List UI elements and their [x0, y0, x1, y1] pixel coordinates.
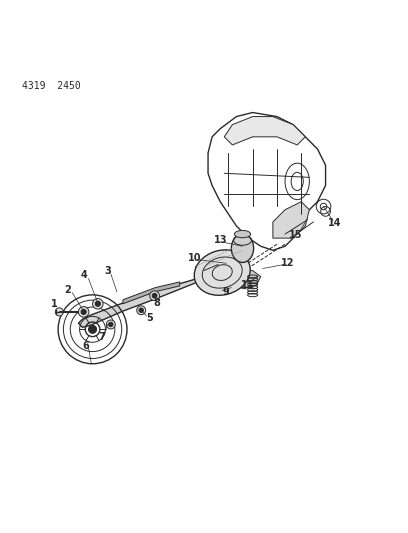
Circle shape — [95, 301, 100, 306]
Circle shape — [93, 298, 103, 309]
Circle shape — [150, 291, 160, 301]
Polygon shape — [224, 117, 305, 145]
Circle shape — [81, 309, 86, 314]
Text: 4: 4 — [81, 270, 88, 280]
Circle shape — [152, 293, 157, 298]
Text: 7: 7 — [98, 333, 105, 342]
Text: 8: 8 — [153, 298, 160, 309]
Text: 1: 1 — [51, 299, 58, 309]
Circle shape — [78, 306, 89, 317]
Ellipse shape — [194, 250, 250, 295]
Text: 5: 5 — [146, 313, 153, 323]
Ellipse shape — [234, 230, 251, 238]
Circle shape — [106, 320, 115, 329]
Circle shape — [109, 322, 113, 327]
Polygon shape — [220, 269, 261, 289]
Text: 4319  2450: 4319 2450 — [22, 81, 80, 91]
Text: 6: 6 — [82, 341, 89, 351]
Polygon shape — [123, 282, 180, 304]
Circle shape — [55, 308, 63, 316]
Ellipse shape — [231, 234, 254, 262]
Polygon shape — [273, 201, 309, 238]
Text: 9: 9 — [222, 287, 229, 297]
Text: 15: 15 — [289, 230, 303, 240]
Polygon shape — [78, 261, 220, 327]
Text: 12: 12 — [281, 259, 294, 268]
Text: 10: 10 — [188, 253, 202, 263]
Circle shape — [89, 325, 97, 333]
Text: 13: 13 — [213, 235, 227, 245]
Text: 3: 3 — [104, 265, 111, 276]
Text: 14: 14 — [328, 218, 341, 228]
Circle shape — [137, 306, 146, 314]
Circle shape — [139, 308, 144, 312]
Text: 11: 11 — [241, 280, 255, 290]
Text: 2: 2 — [64, 285, 71, 295]
